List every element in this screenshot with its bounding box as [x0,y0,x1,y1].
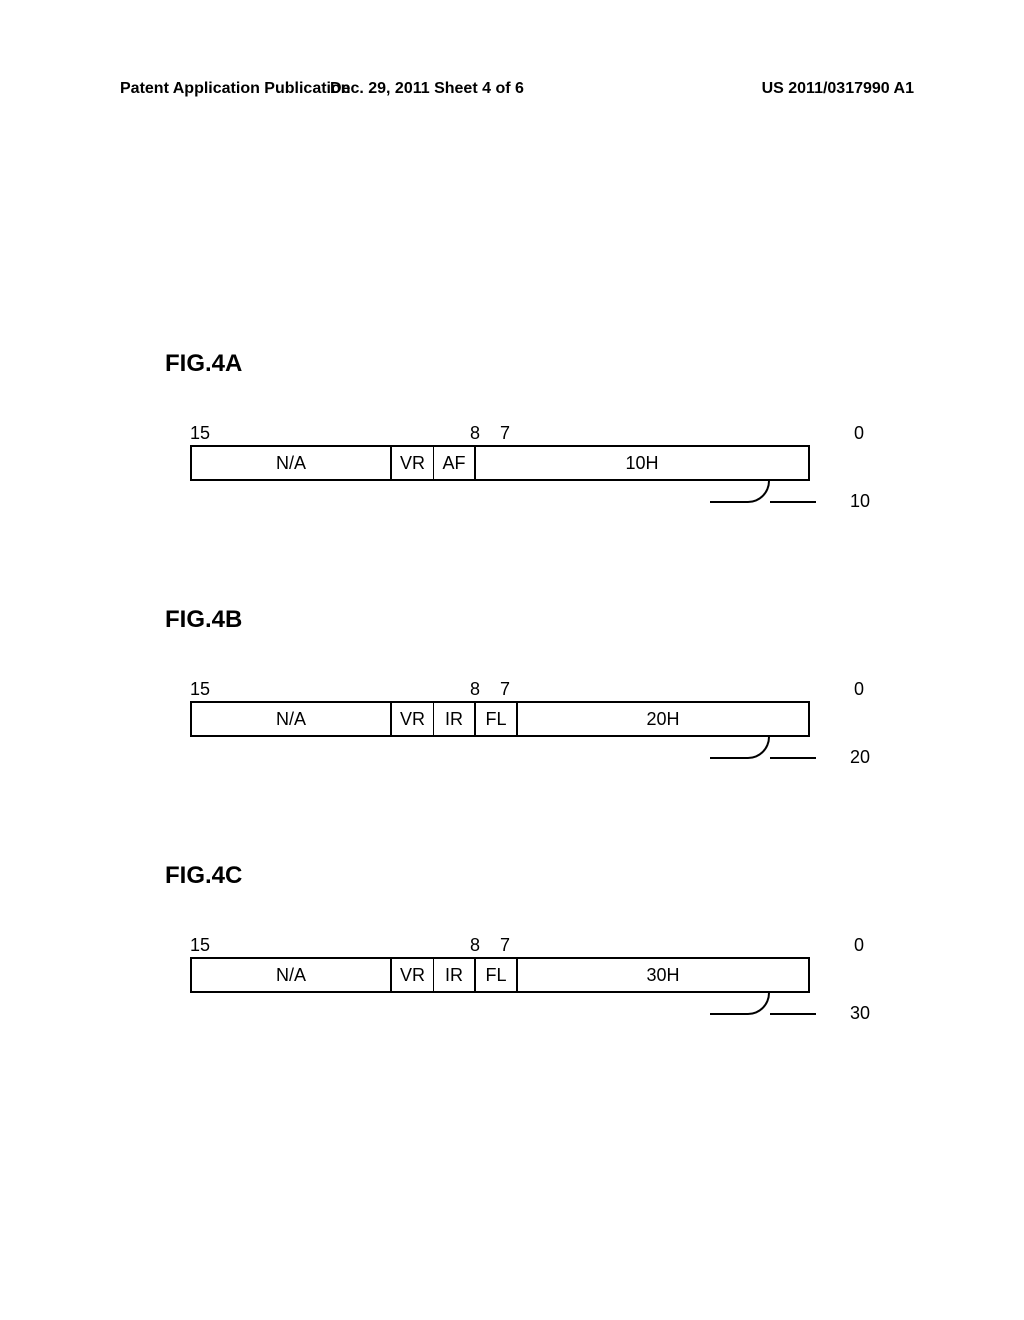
callout-label: 20 [850,747,870,768]
figure-body-4a: 15 8 7 0 N/A VR AF 10H 10 [165,423,864,521]
figure-label-4b: FIG.4B [165,606,864,634]
figure-label-4c: FIG.4C [165,862,864,890]
field-fl: FL [476,703,518,735]
bit-7: 7 [500,423,510,444]
callout-row: 10 [190,481,810,521]
bit-index-row: 15 8 7 0 [190,423,864,445]
callout-line [770,757,816,759]
bit-7: 7 [500,935,510,956]
field-fl: FL [476,959,518,991]
field-af: AF [434,447,476,479]
callout-label: 30 [850,1003,870,1024]
callout-line [770,501,816,503]
bit-0: 0 [854,679,864,700]
field-row: N/A VR IR FL 30H [190,957,810,993]
field-rest: 20H [518,703,808,735]
field-na: N/A [192,959,392,991]
figure-label-4a: FIG.4A [165,350,864,378]
bit-0: 0 [854,935,864,956]
figure-body-4b: 15 8 7 0 N/A VR IR FL 20H 20 [165,679,864,777]
callout-row: 30 [190,993,810,1033]
field-vr: VR [392,959,434,991]
header-date-sheet: Dec. 29, 2011 Sheet 4 of 6 [330,80,524,98]
callout-row: 20 [190,737,810,777]
field-na: N/A [192,703,392,735]
bit-15: 15 [190,679,210,700]
callout-curve [710,481,770,503]
bit-index-row: 15 8 7 0 [190,679,864,701]
field-ir: IR [434,703,476,735]
field-row: N/A VR AF 10H [190,445,810,481]
figures-container: FIG.4A 15 8 7 0 N/A VR AF 10H 10 [165,350,864,1118]
field-row: N/A VR IR FL 20H [190,701,810,737]
callout-curve [710,737,770,759]
field-vr: VR [392,447,434,479]
patent-page: Patent Application Publication Dec. 29, … [0,0,1024,1320]
figure-4b: FIG.4B 15 8 7 0 N/A VR IR FL 20H [165,606,864,777]
callout-curve [710,993,770,1015]
field-ir: IR [434,959,476,991]
bit-8: 8 [470,423,480,444]
field-rest: 10H [476,447,808,479]
bit-8: 8 [470,679,480,700]
bit-index-row: 15 8 7 0 [190,935,864,957]
figure-4a: FIG.4A 15 8 7 0 N/A VR AF 10H 10 [165,350,864,521]
field-vr: VR [392,703,434,735]
bit-8: 8 [470,935,480,956]
callout-label: 10 [850,491,870,512]
header-doc-number: US 2011/0317990 A1 [762,80,914,98]
field-rest: 30H [518,959,808,991]
header-publication: Patent Application Publication [120,80,351,98]
bit-15: 15 [190,935,210,956]
figure-body-4c: 15 8 7 0 N/A VR IR FL 30H 30 [165,935,864,1033]
field-na: N/A [192,447,392,479]
callout-line [770,1013,816,1015]
figure-4c: FIG.4C 15 8 7 0 N/A VR IR FL 30H [165,862,864,1033]
bit-7: 7 [500,679,510,700]
bit-15: 15 [190,423,210,444]
bit-0: 0 [854,423,864,444]
